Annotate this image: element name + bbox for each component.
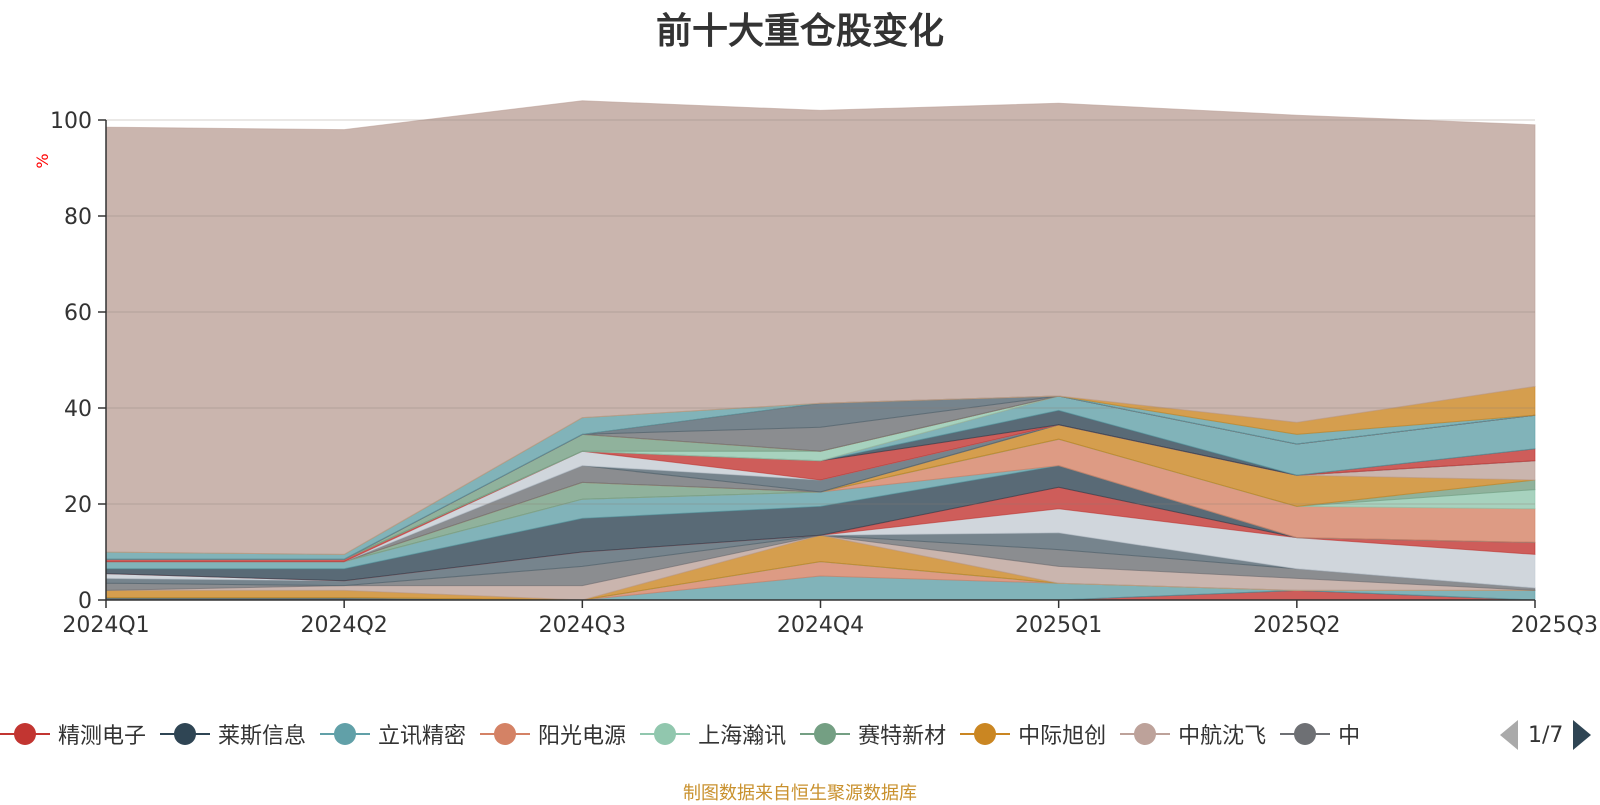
y-axis-label: % (33, 153, 52, 168)
x-tick-label-3: 2024Q4 (777, 613, 864, 638)
legend-item-8[interactable]: 中 (1280, 714, 1360, 754)
y-tick-label-0: 0 (78, 589, 92, 614)
legend-marker-icon (320, 721, 371, 747)
y-tick-label-2: 40 (64, 397, 92, 422)
legend-marker-icon (160, 721, 211, 747)
legend-item-2[interactable]: 立讯精密 (320, 714, 466, 754)
y-tick-label-5: 100 (50, 109, 92, 134)
x-tick-label-5: 2025Q2 (1253, 613, 1340, 638)
chart-title: 前十大重仓股变化 (655, 11, 944, 52)
legend-label: 赛特新材 (858, 724, 947, 749)
source-note: 制图数据来自恒生聚源数据库 (683, 783, 917, 804)
legend-marker-icon (0, 721, 50, 747)
legend-label: 阳光电源 (538, 724, 627, 749)
series-area-37[interactable] (105, 100, 1536, 555)
x-tick-label-4: 2025Q1 (1015, 613, 1102, 638)
legend-item-7[interactable]: 中航沈飞 (1120, 714, 1266, 754)
legend-marker-icon (480, 721, 531, 747)
legend-item-1[interactable]: 莱斯信息 (160, 714, 306, 754)
legend-item-4[interactable]: 上海瀚讯 (640, 714, 786, 754)
legend: 精测电子 莱斯信息 立讯精密 阳光电源 上海瀚讯 赛特新材 中际旭创 中航沈飞 中 (0, 714, 1470, 754)
legend-item-0[interactable]: 精测电子 (0, 714, 146, 754)
legend-label: 立讯精密 (378, 724, 467, 749)
x-tick-label-0: 2024Q1 (62, 613, 149, 638)
legend-item-5[interactable]: 赛特新材 (800, 714, 946, 754)
legend-item-6[interactable]: 中际旭创 (960, 714, 1106, 754)
x-tick-label-6: 2025Q3 (1511, 613, 1598, 638)
legend-label: 中航沈飞 (1178, 724, 1267, 749)
pager-text: 1/7 (1528, 722, 1564, 748)
legend-label: 莱斯信息 (218, 724, 307, 749)
y-tick-label-1: 20 (64, 493, 92, 518)
legend-marker-icon (1280, 721, 1331, 747)
y-tick-label-3: 60 (64, 301, 92, 326)
legend-label: 中 (1338, 724, 1361, 749)
legend-marker-icon (800, 721, 851, 747)
legend-item-3[interactable]: 阳光电源 (480, 714, 626, 754)
y-tick-label-4: 80 (64, 205, 92, 230)
x-tick-label-1: 2024Q2 (301, 613, 388, 638)
x-tick-label-2: 2024Q3 (539, 613, 626, 638)
pager-next-icon[interactable] (1573, 720, 1592, 750)
pager-prev-icon[interactable] (1500, 720, 1518, 750)
legend-marker-icon (640, 721, 691, 747)
legend-marker-icon (960, 721, 1011, 747)
legend-pager: 1/7 (1500, 718, 1592, 752)
legend-label: 中际旭创 (1018, 724, 1107, 749)
legend-label: 精测电子 (58, 724, 147, 749)
legend-label: 上海瀚讯 (698, 724, 787, 749)
legend-marker-icon (1120, 721, 1171, 747)
